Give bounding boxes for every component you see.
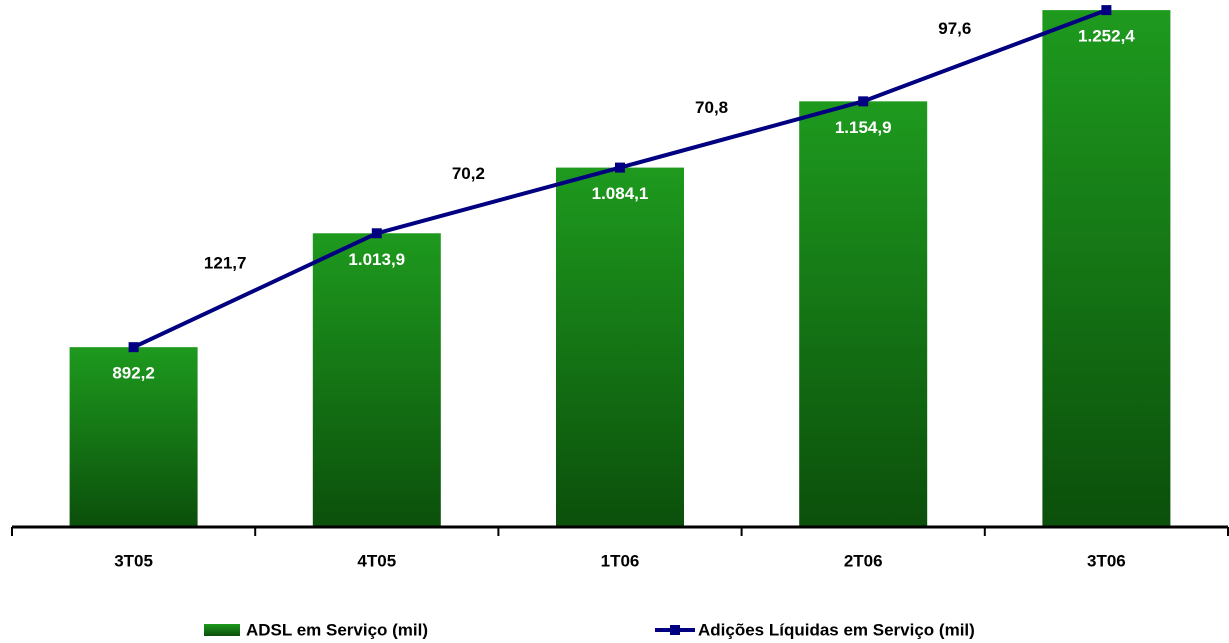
line-value-label: 70,2 [452,164,485,183]
x-tick-label: 1T06 [601,551,640,570]
x-tick-label: 3T06 [1087,551,1126,570]
x-tick-label: 2T06 [844,551,883,570]
line-value-label: 97,6 [938,19,971,38]
line-segment [376,165,621,236]
bar [1042,10,1171,527]
line-marker [615,162,625,173]
legend-label: ADSL em Serviço (mil) [246,620,428,639]
bar [556,167,684,527]
line-segment [619,99,864,170]
line-marker [858,96,869,107]
bar-value-label: 1.154,9 [835,118,892,137]
x-tick-label: 4T05 [357,551,396,570]
x-tick-label: 3T05 [114,551,153,570]
line-marker [371,228,382,239]
legend-swatch [204,624,240,636]
line-value-label: 121,7 [204,254,247,273]
bar [799,101,928,528]
bar [69,347,198,527]
legend-marker [670,625,680,635]
line-marker [1101,5,1112,16]
bar-value-label: 1.013,9 [348,250,405,269]
line-segment [132,231,378,349]
bar-value-label: 1.084,1 [592,184,649,203]
line-segment [862,8,1108,104]
bar-value-label: 892,2 [112,364,155,383]
bar [312,233,441,527]
line-marker [128,342,139,353]
bar-value-label: 1.252,4 [1078,27,1135,46]
line-value-label: 70,8 [695,98,728,117]
legend-label: Adições Líquidas em Serviço (mil) [698,620,975,639]
